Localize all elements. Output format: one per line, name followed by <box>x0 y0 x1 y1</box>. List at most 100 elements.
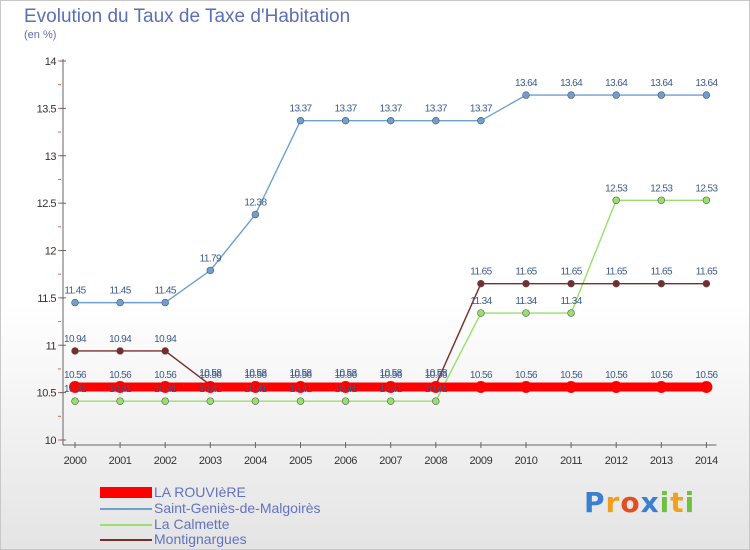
data-label: 12.38 <box>244 197 267 208</box>
data-label: 10.56 <box>650 370 673 381</box>
logo-letter: o <box>620 486 641 519</box>
logo-letter: i <box>659 486 671 519</box>
data-label: 10.58 <box>199 368 222 379</box>
data-point <box>477 309 485 317</box>
logo-letter: P <box>584 486 606 519</box>
y-tick-label: 14 <box>45 56 57 68</box>
data-label: 13.64 <box>650 78 673 89</box>
data-point <box>520 380 532 393</box>
data-point <box>114 380 127 393</box>
data-label: 10.56 <box>335 370 358 381</box>
data-label: 10.94 <box>64 334 87 345</box>
data-label: 10.56 <box>154 370 177 381</box>
y-tick-label: 12.5 <box>37 198 57 210</box>
data-point <box>161 347 169 355</box>
legend-label: Montignargues <box>154 531 247 547</box>
legend-label: Saint-Geniès-de-Malgoirès <box>154 500 321 516</box>
data-point <box>159 380 172 393</box>
data-label: 11.45 <box>64 286 86 297</box>
data-label: 13.37 <box>470 104 493 115</box>
data-label: 10.94 <box>154 334 177 345</box>
data-label: 10.56 <box>109 370 132 381</box>
data-label: 13.37 <box>335 104 358 115</box>
data-point <box>657 279 665 288</box>
data-label: 10.58 <box>335 368 358 379</box>
data-point <box>522 279 530 288</box>
data-point <box>429 380 442 393</box>
data-label: 13.64 <box>560 78 583 89</box>
x-tick-label: 2007 <box>379 455 402 467</box>
data-label: 10.58 <box>289 368 312 379</box>
data-label: 10.56 <box>470 370 493 381</box>
logo-letter: i <box>684 486 696 519</box>
data-point <box>71 347 79 355</box>
data-label: 10.56 <box>64 370 87 381</box>
data-point <box>477 279 485 288</box>
data-label: 10.56 <box>244 370 267 381</box>
y-tick-label: 10 <box>45 435 57 447</box>
x-tick-label: 2006 <box>334 455 357 467</box>
data-point <box>700 380 713 393</box>
data-point <box>567 309 575 317</box>
legend-label: La Calmette <box>154 516 230 532</box>
data-label: 13.37 <box>380 104 403 115</box>
data-point <box>296 116 305 125</box>
data-point <box>565 380 578 393</box>
data-point <box>522 309 530 317</box>
data-point <box>116 347 124 355</box>
data-label: 11.65 <box>696 267 718 278</box>
x-tick-label: 2014 <box>695 455 718 467</box>
data-label: 10.58 <box>380 368 403 379</box>
data-label: 13.64 <box>605 78 628 89</box>
data-label: 13.64 <box>695 78 718 89</box>
data-point <box>522 91 530 99</box>
data-label: 10.41 <box>289 384 312 395</box>
data-label: 13.64 <box>515 78 538 89</box>
logo-letter: t <box>670 486 685 519</box>
data-point <box>161 298 169 307</box>
data-label: 11.45 <box>109 286 131 297</box>
y-tick-label: 11.5 <box>37 293 56 305</box>
chart-subtitle: (en %) <box>24 29 57 41</box>
data-point <box>657 196 665 204</box>
y-tick-label: 10.5 <box>37 388 57 400</box>
x-tick-label: 2011 <box>560 455 582 467</box>
data-point <box>432 116 440 125</box>
data-label: 10.56 <box>425 370 448 381</box>
data-point <box>161 397 169 405</box>
x-tick-label: 2008 <box>424 455 447 467</box>
data-point <box>116 298 124 307</box>
data-point <box>612 279 620 288</box>
legend-swatch-saint-genies <box>100 508 152 510</box>
data-point <box>567 279 575 288</box>
data-label: 11.65 <box>515 267 537 278</box>
data-point <box>657 91 665 99</box>
data-label: 10.56 <box>199 370 222 381</box>
y-tick-label: 11 <box>46 340 57 352</box>
data-label: 10.41 <box>380 384 403 395</box>
legend-swatch-montignargues <box>100 539 152 541</box>
x-tick-label: 2005 <box>289 455 312 467</box>
data-label: 12.53 <box>695 183 718 194</box>
data-point <box>387 397 395 405</box>
x-tick-label: 2003 <box>199 455 222 467</box>
data-label: 10.41 <box>335 384 358 395</box>
data-label: 10.41 <box>154 384 177 395</box>
data-label: 10.56 <box>289 370 312 381</box>
data-point <box>702 91 711 99</box>
data-point <box>341 397 350 405</box>
legend-swatch-la-calmette <box>100 524 152 526</box>
data-label: 11.79 <box>200 253 222 264</box>
data-label: 10.58 <box>425 368 448 379</box>
data-label: 12.53 <box>650 183 673 194</box>
data-label: 10.41 <box>109 384 132 395</box>
data-point <box>477 116 485 125</box>
data-label: 11.65 <box>651 267 673 278</box>
data-label: 10.56 <box>605 370 628 381</box>
x-tick-label: 2001 <box>109 455 132 467</box>
data-label: 10.41 <box>64 384 87 395</box>
data-label: 11.34 <box>560 296 582 307</box>
data-label: 10.58 <box>244 368 267 379</box>
